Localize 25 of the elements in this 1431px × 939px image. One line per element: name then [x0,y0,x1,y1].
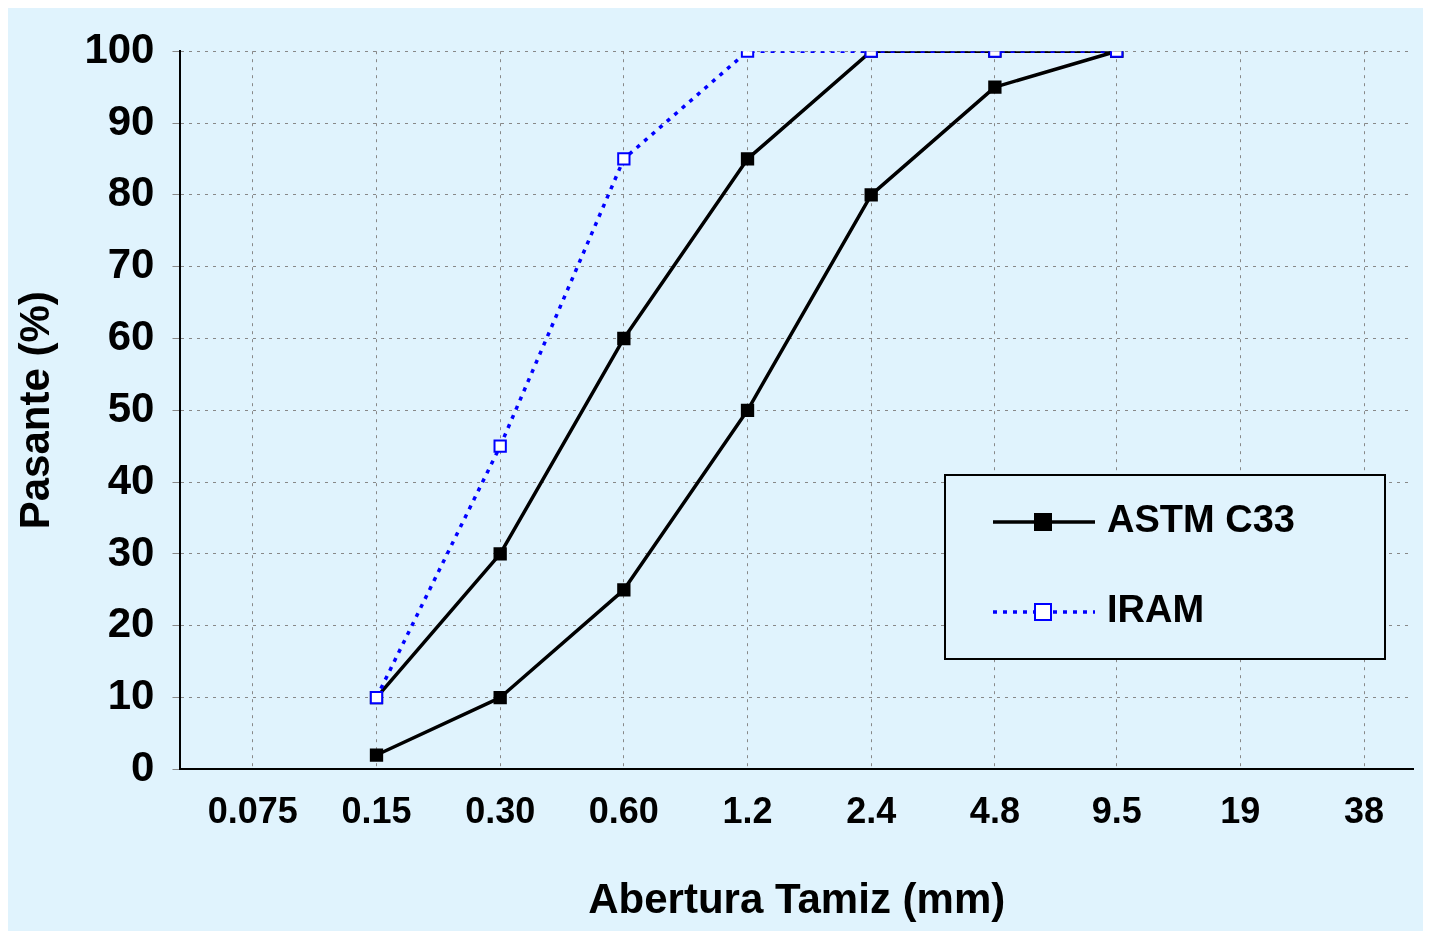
x-tick-label: 9.5 [1091,789,1142,831]
x-tick-label: 0.60 [588,789,659,831]
x-tick-label: 19 [1220,789,1261,831]
x-axis-title: Abertura Tamiz (mm) [588,875,1006,923]
x-tick-label: 38 [1344,789,1385,831]
x-tick-label: 0.15 [341,789,412,831]
x-tick-label: 0.075 [207,789,298,831]
y-tick-label: 30 [107,527,155,575]
y-tick-label: 100 [84,24,155,72]
y-tick-label: 50 [107,383,155,431]
y-tick-label: 90 [107,96,155,144]
x-tick-label: 1.2 [722,789,773,831]
x-tick-label: 0.30 [465,789,536,831]
x-tick-label: 2.4 [846,789,897,831]
y-tick-label: 70 [107,240,155,288]
y-axis-title: Pasante (%) [10,291,58,530]
y-tick-label: 40 [107,455,155,503]
x-tick-label: 4.8 [969,789,1020,831]
legend-label: ASTM C33 [1107,498,1295,541]
y-tick-label: 20 [107,599,155,647]
y-tick-label: 10 [107,671,155,719]
y-tick-label: 0 [131,742,155,790]
legend-label: IRAM [1107,588,1205,631]
y-tick-label: 80 [107,168,155,216]
y-tick-label: 60 [107,312,155,360]
